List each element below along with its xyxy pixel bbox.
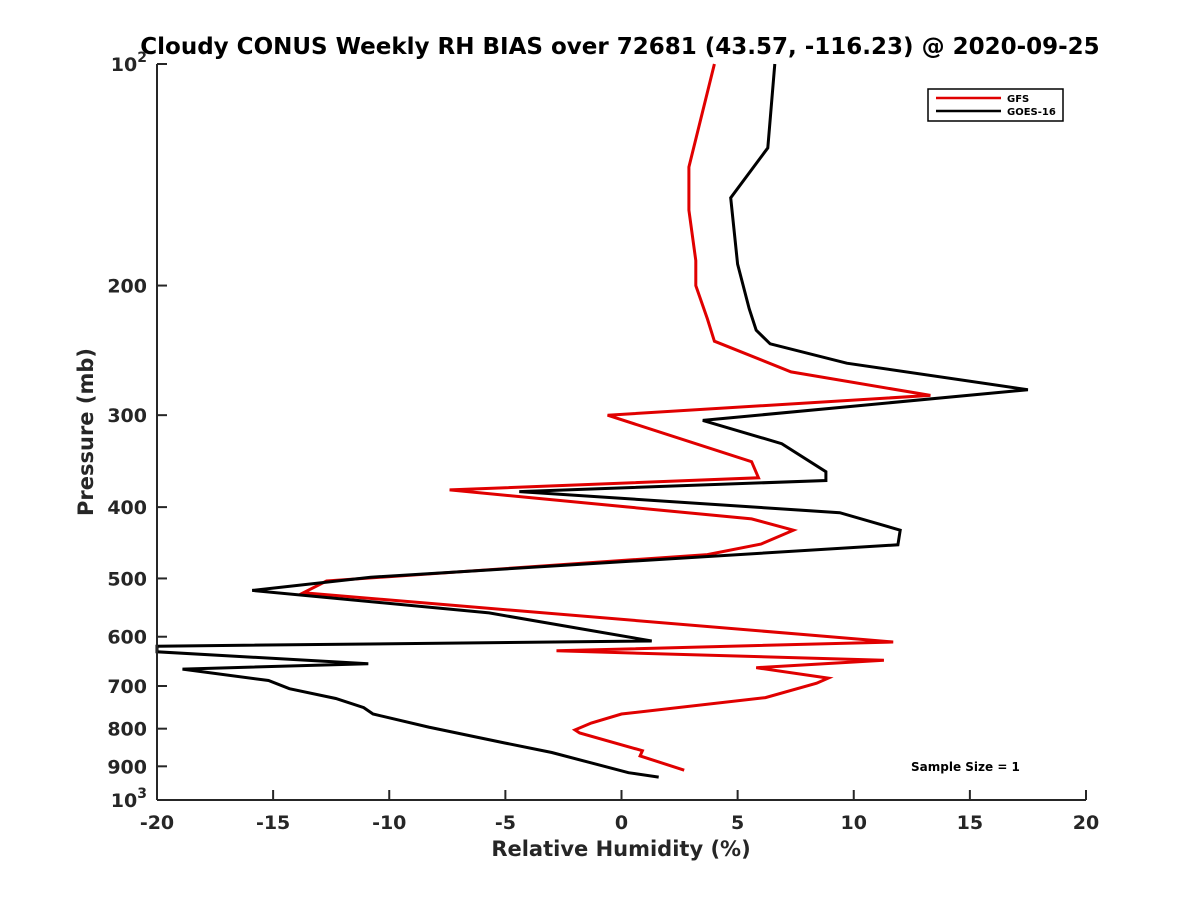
x-tick-label: 15 xyxy=(957,812,983,834)
y-tick-label: 300 xyxy=(107,405,147,427)
y-tick-label: 103 xyxy=(111,786,147,812)
series-line-gfs xyxy=(297,63,931,772)
legend-box xyxy=(927,88,1064,122)
y-tick-label: 500 xyxy=(107,568,147,590)
y-axis-label: Pressure (mb) xyxy=(74,348,98,516)
series-line-goes-16 xyxy=(155,63,1029,779)
y-tick-label: 200 xyxy=(107,276,147,298)
y-tick-label: 400 xyxy=(107,497,147,519)
y-ticks: 102 200 300 400 500 600 700 800 900 103 xyxy=(107,50,167,812)
x-tick-label: -5 xyxy=(495,812,516,834)
x-tick-label: -15 xyxy=(256,812,290,834)
legend-label-gfs: GFS xyxy=(1007,94,1029,105)
x-tick-label: 0 xyxy=(615,812,628,834)
x-tick-label: -10 xyxy=(372,812,406,834)
x-tick-label: -20 xyxy=(140,812,174,834)
x-axis-label: Relative Humidity (%) xyxy=(491,837,750,861)
chart-title: Cloudy CONUS Weekly RH BIAS over 72681 (… xyxy=(140,34,1099,60)
y-tick-label: 600 xyxy=(107,627,147,649)
x-tick-label: 10 xyxy=(841,812,867,834)
y-tick-label: 700 xyxy=(107,676,147,698)
y-tick-label: 900 xyxy=(107,756,147,778)
x-tick-label: 5 xyxy=(731,812,744,834)
y-tick-label: 102 xyxy=(111,50,147,76)
y-tick-label: 800 xyxy=(107,719,147,741)
x-ticks: -20 -15 -10 -5 0 5 10 15 20 xyxy=(140,790,1099,834)
legend-label-goes16: GOES-16 xyxy=(1007,107,1056,118)
legend: GFS GOES-16 xyxy=(927,88,1064,122)
x-tick-label: 20 xyxy=(1073,812,1099,834)
plot-lines xyxy=(155,63,1029,779)
sample-size-annotation: Sample Size = 1 xyxy=(911,760,1020,774)
